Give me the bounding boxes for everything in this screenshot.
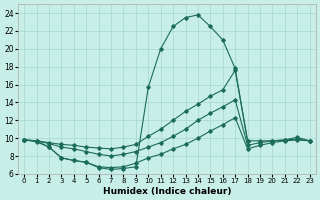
X-axis label: Humidex (Indice chaleur): Humidex (Indice chaleur) (103, 187, 231, 196)
